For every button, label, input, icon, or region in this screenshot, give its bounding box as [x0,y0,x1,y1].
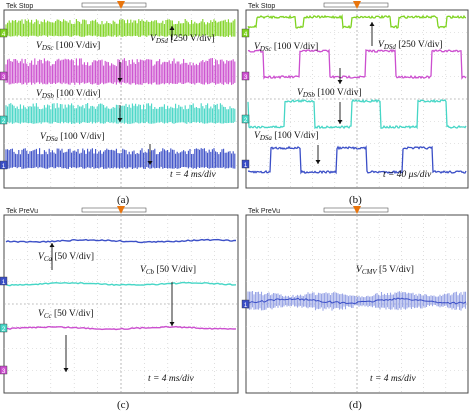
trigger-bracket [81,2,147,8]
trace-v_dsd [247,13,467,30]
panel-d: Tek PreVu VCMV [5 V/div] 1 t = 4 ms/div [241,205,469,394]
trace-v_ca [5,238,236,244]
channel-marker-label: 1 [2,163,6,170]
channel-marker [241,71,250,81]
trace-v_dsb [5,103,236,124]
timebase-label: t = 40 μs/div [383,170,432,180]
trace-label-v_ca: VCa [50 V/div] [38,252,94,263]
channel-marker-label: 4 [2,31,6,38]
channel-marker-label: 3 [244,74,248,81]
trigger-bracket [81,207,147,213]
trace-label-v_dsb: VDSb [100 V/div] [36,89,101,100]
scale-arrowhead [63,368,69,372]
trace-label-v_dsd: VDSd [250 V/div] [150,34,215,45]
panel-header-text: Tek Stop [248,3,275,10]
trace-v_cb [5,281,237,287]
scale-arrowhead [337,120,343,124]
caption-a: (a) [117,194,130,206]
channel-marker [0,160,8,170]
caption-b: (b) [349,194,362,206]
channel-marker-label: 1 [244,162,248,169]
scale-arrowhead [337,80,343,84]
channel-marker-label: 2 [2,118,6,125]
panel-c: Tek PreVu VCa [50 V/div] VCb [50 V/div] VCc… [0,205,239,394]
panel-header-text: Tek PreVu [248,208,280,215]
channel-marker-label: 1 [2,279,6,286]
trace-v_dsb [247,98,467,130]
panel-header-text: Tek PreVu [6,208,38,215]
channel-marker [0,28,8,38]
channel-marker [241,299,250,309]
trace-label-v_cb: VCb [50 V/div] [140,265,196,276]
trigger-marker-icon [117,206,125,214]
channel-marker [241,159,250,169]
caption-c: (c) [117,399,130,411]
channel-marker-label: 4 [244,31,248,38]
trace-v_dsa [247,145,467,175]
trace-v_cc [5,325,237,331]
trace-v_cmv [247,297,467,305]
channel-marker-label: 2 [244,117,248,124]
channel-marker [241,28,250,38]
scale-arrowhead [117,118,123,122]
trigger-marker-icon [353,1,361,9]
scale-arrowhead [49,243,55,247]
channel-marker-label: 2 [2,326,6,333]
timebase-label: t = 4 ms/div [148,374,195,384]
timebase-label: t = 4 ms/div [170,170,217,180]
timebase-label: t = 4 ms/div [370,374,417,384]
channel-marker-label: 1 [244,302,248,309]
trace-label-v_dsd: VDSd [250 V/div] [378,40,443,51]
scale-arrowhead [169,26,175,30]
caption-d: (d) [349,399,362,411]
trace-v_dsa [5,148,236,169]
channel-marker-label: 3 [2,368,6,375]
channel-marker [241,114,250,124]
trace-label-v_dsc: VDSc [100 V/div] [254,42,318,53]
scale-arrowhead [369,22,375,26]
channel-marker-label: 3 [2,74,6,81]
scale-arrowhead [315,160,321,164]
scale-arrowhead [117,78,123,82]
panel-header-text: Tek Stop [6,3,33,10]
scale-arrowhead [169,322,175,326]
trace-label-v_cmv: VCMV [5 V/div] [356,265,414,276]
channel-marker [0,365,8,375]
trace-label-v_dsa: VDSa [100 V/div] [254,131,319,142]
panel-a: Tek Stop VDSd [250 V/div] VDSc [100 V/div]… [0,0,239,189]
trigger-marker-icon [117,1,125,9]
channel-marker [0,71,8,81]
trace-label-v_dsb: VDSb [100 V/div] [297,88,362,99]
trigger-marker-icon [353,206,361,214]
trace-label-v_cc: VCc [50 V/div] [38,309,94,320]
trace-label-v_dsc: VDSc [100 V/div] [36,41,100,52]
channel-marker [0,323,8,333]
channel-marker [0,115,8,125]
scale-arrowhead [147,161,153,165]
trace-label-v_dsa: VDSa [100 V/div] [40,132,105,143]
panel-b: Tek Stop VDSd [250 V/div] VDSc [100 V/div]… [241,0,469,189]
trace-v_dsc [247,48,467,80]
channel-marker [0,276,8,286]
